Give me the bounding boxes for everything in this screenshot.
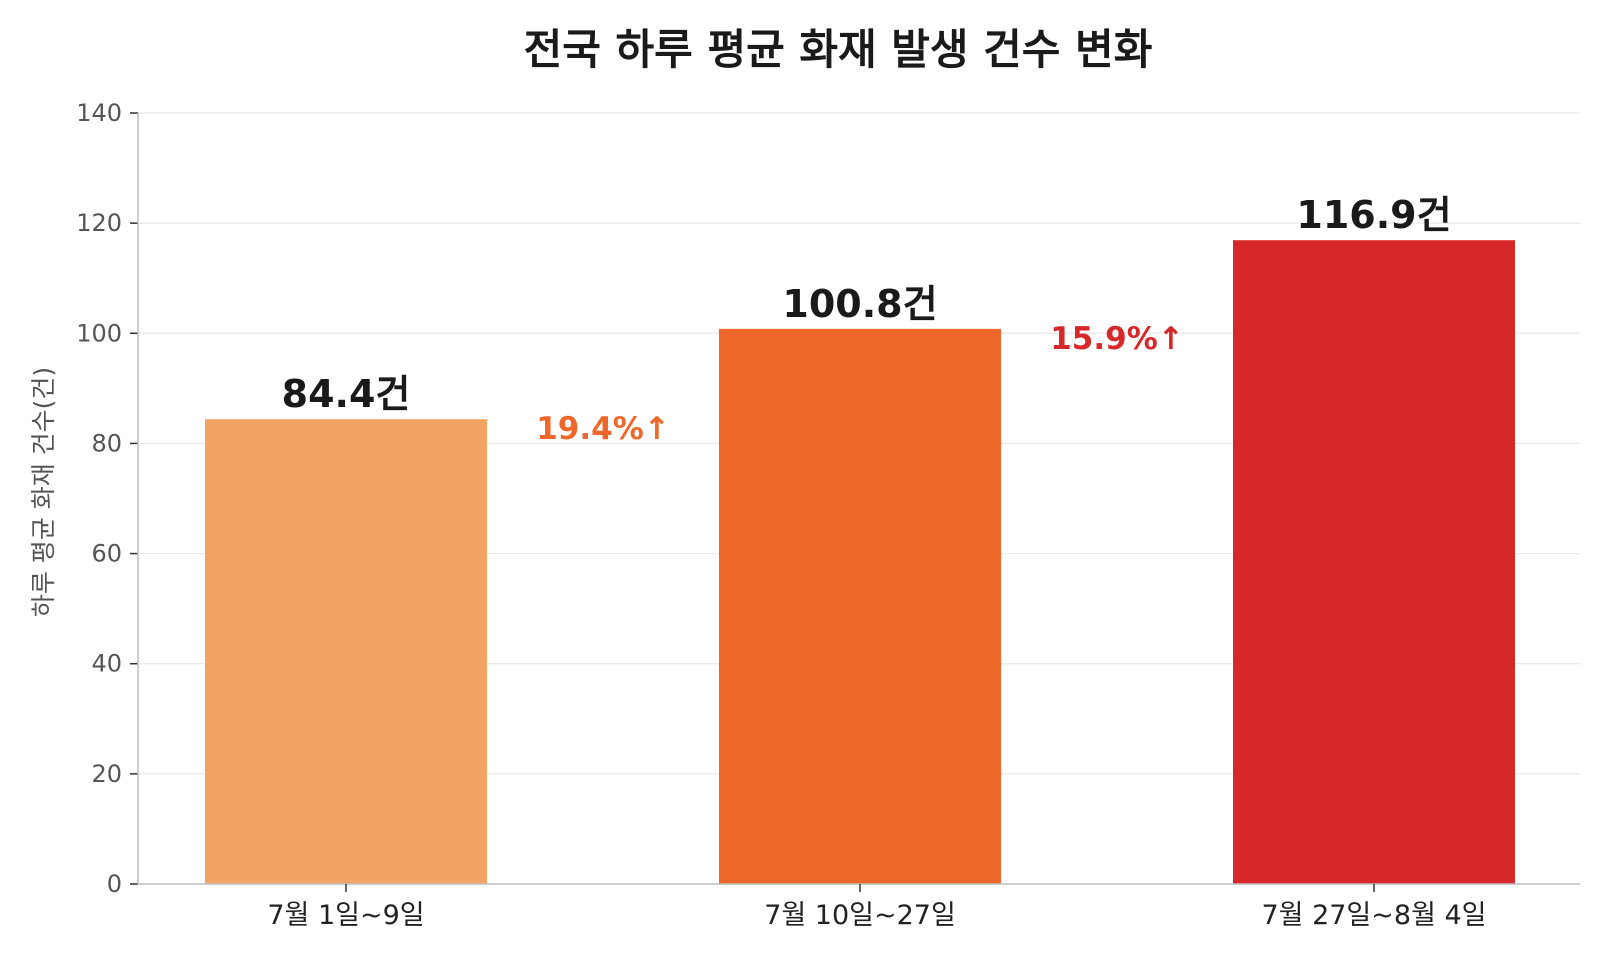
value-label: 84.4건 [282,372,411,416]
y-tick-label: 100 [76,319,122,347]
y-axis-label: 하루 평균 화재 건수(건) [29,367,58,617]
change-annotation: 15.9%↑ [1050,321,1184,357]
y-tick-label: 80 [91,429,122,457]
x-tick-label: 7월 1일~9일 [267,900,424,931]
x-tick-label: 7월 27일~8월 4일 [1261,900,1486,931]
x-tick-label: 7월 10일~27일 [764,900,956,931]
bars [205,240,1515,885]
y-tick-label: 60 [91,540,122,568]
y-tick-label: 120 [76,209,122,237]
bar-3 [1233,240,1515,885]
y-tick-label: 140 [76,99,122,127]
bar-1 [205,419,487,884]
bar-2 [719,328,1001,884]
change-annotation: 19.4%↑ [536,411,670,447]
axes: 0 20 40 60 80 100 120 140 7월 1일~9일 7월 10일~27일 7월 2… [76,99,1580,931]
value-label: 100.8건 [782,282,937,326]
value-label: 116.9건 [1296,193,1451,237]
labels: 84.4건 100.8건 116.9건 19.4%↑ 15.9%↑ [282,193,1452,447]
y-tick-label: 40 [91,650,122,678]
chart-title: 전국 하루 평균 화재 발생 건수 변화 [524,25,1153,74]
y-tick-label: 0 [107,870,122,898]
y-tick-label: 20 [91,760,122,788]
